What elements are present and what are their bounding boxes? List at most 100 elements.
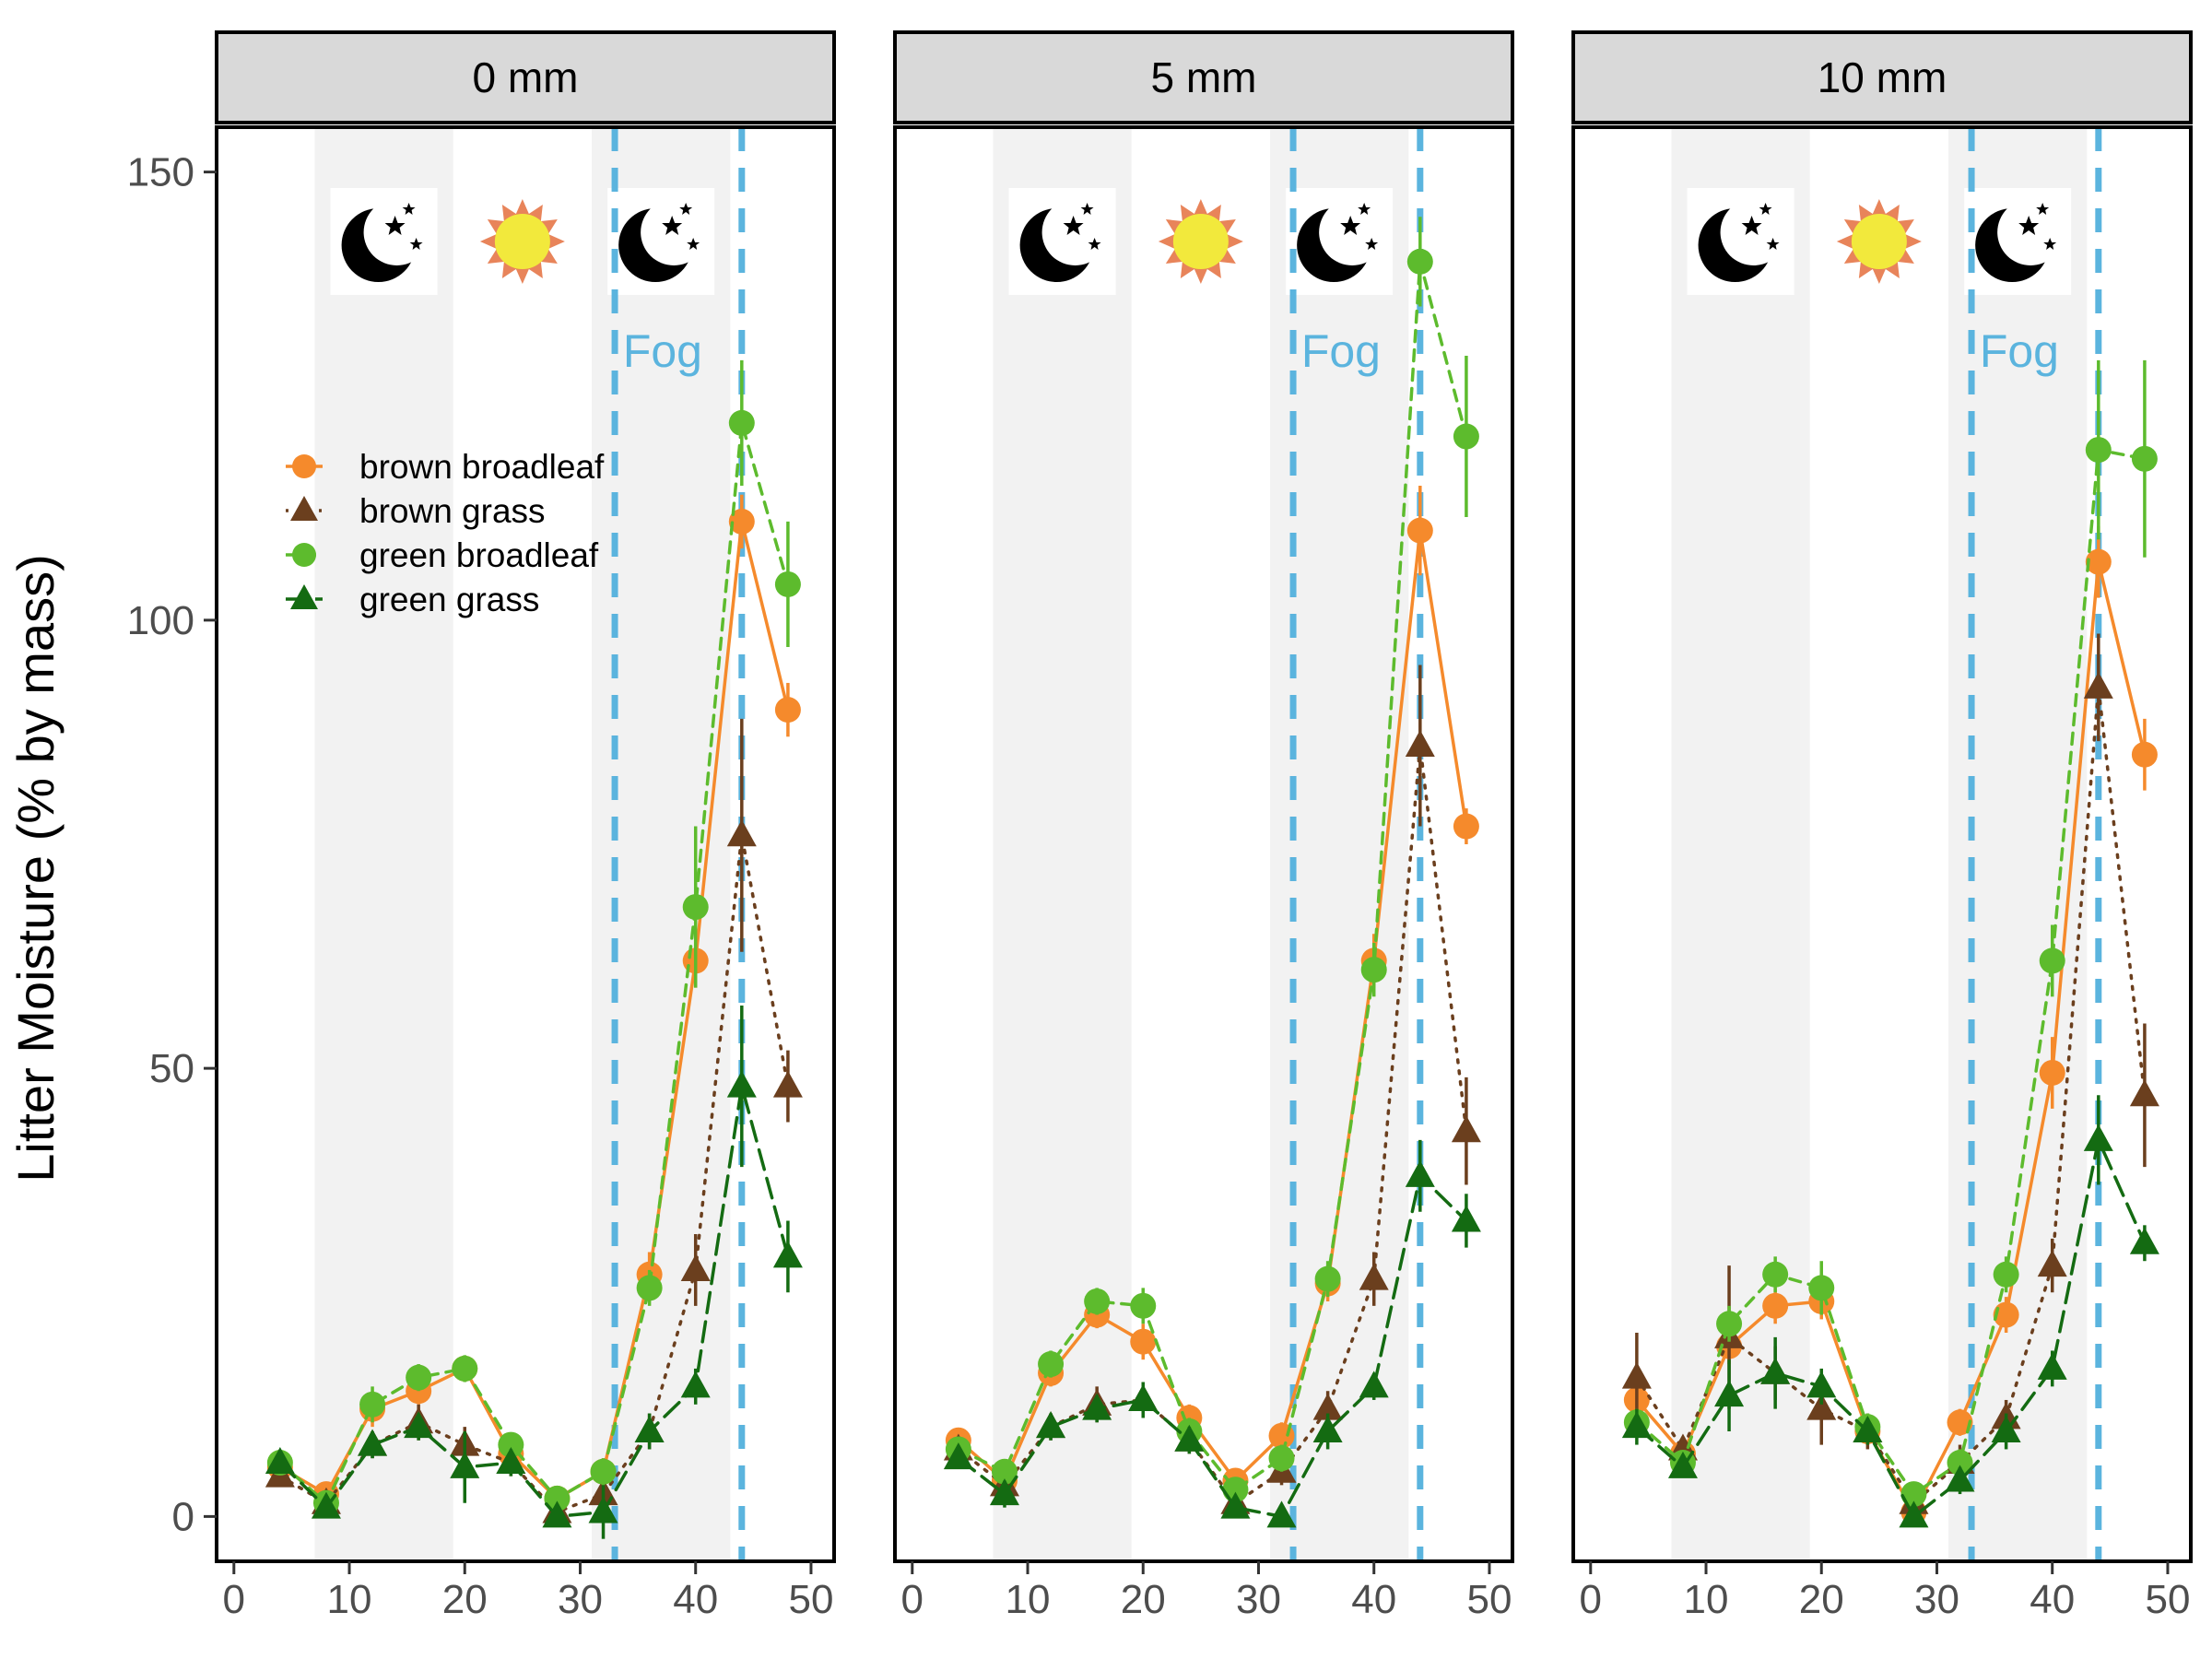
data-point xyxy=(682,894,709,921)
y-tick-label: 50 xyxy=(149,1046,194,1091)
data-point xyxy=(728,409,755,436)
data-point xyxy=(496,1447,526,1475)
night-band xyxy=(314,127,453,1561)
series-green-grass xyxy=(943,1139,1481,1528)
panel-5-mm: 5 mm Fog 0 10 20 30 40 50 xyxy=(893,30,1514,1622)
x-tick-label: 30 xyxy=(558,1577,603,1622)
series-line xyxy=(957,1172,1468,1519)
panel-strip xyxy=(893,30,1514,124)
legend-label: brown broadleaf xyxy=(359,448,605,486)
data-point xyxy=(406,1364,432,1391)
panels: 0 mm Fog 0 10 20 30 40 50 0 50 100 150 brown broadle… xyxy=(127,30,2193,1622)
data-point xyxy=(680,1253,711,1281)
legend-key-marker xyxy=(290,496,318,521)
data-point xyxy=(1806,1371,1837,1398)
data-point xyxy=(1714,1380,1745,1407)
data-point xyxy=(2037,1250,2067,1277)
legend-key-marker xyxy=(290,584,318,609)
data-point xyxy=(1312,1393,1343,1420)
data-point xyxy=(1360,957,1387,983)
moon-icon xyxy=(1964,188,2072,295)
series-line xyxy=(1635,1135,2147,1520)
series-line xyxy=(957,261,1468,1492)
data-point xyxy=(1808,1275,1835,1301)
y-axis-label: Litter Moisture (% by mass) xyxy=(6,554,65,1182)
data-point xyxy=(1760,1357,1791,1384)
data-point xyxy=(404,1411,434,1439)
data-point xyxy=(358,1429,388,1456)
legend-key-marker xyxy=(292,454,316,478)
data-point xyxy=(989,1478,1019,1506)
data-point xyxy=(2039,1059,2065,1086)
x-tick-label: 50 xyxy=(1466,1577,1512,1622)
series-line xyxy=(278,521,790,1501)
data-point xyxy=(1451,1115,1481,1143)
data-point xyxy=(774,697,801,724)
data-point xyxy=(728,508,755,535)
panel-strip xyxy=(1571,30,2193,124)
data-point xyxy=(265,1447,295,1475)
data-point xyxy=(2085,548,2112,575)
data-point xyxy=(1453,813,1479,840)
moon-icon xyxy=(330,188,438,295)
panel-border xyxy=(893,125,1514,1563)
data-point xyxy=(680,1371,711,1398)
sun-icon xyxy=(1158,199,1243,284)
fog-label: Fog xyxy=(623,325,702,377)
data-point xyxy=(1993,1261,2019,1288)
data-point xyxy=(1621,1411,1652,1439)
x-tick-label: 0 xyxy=(901,1577,924,1622)
moon-icon xyxy=(1286,188,1394,295)
x-tick-label: 20 xyxy=(1799,1577,1844,1622)
series-green-grass xyxy=(1621,1095,2159,1528)
data-point xyxy=(1993,1301,2019,1328)
x-tick-label: 40 xyxy=(673,1577,718,1622)
data-point xyxy=(772,1070,803,1098)
data-point xyxy=(1082,1393,1112,1420)
x-tick-label: 10 xyxy=(1684,1577,1729,1622)
data-point xyxy=(1359,1371,1389,1398)
panel-strip-label: 0 mm xyxy=(473,53,579,101)
data-point xyxy=(726,819,757,847)
y-tick-label: 150 xyxy=(127,150,194,195)
sun-icon xyxy=(1836,199,1922,284)
data-point xyxy=(1451,1205,1481,1232)
data-point xyxy=(1899,1500,1929,1528)
moon-icon xyxy=(1687,188,1794,295)
data-point xyxy=(452,1355,478,1382)
data-point xyxy=(1266,1500,1297,1528)
x-tick-label: 0 xyxy=(1580,1577,1602,1622)
data-point xyxy=(1406,517,1433,544)
data-point xyxy=(1314,1265,1341,1292)
data-point xyxy=(2085,437,2112,464)
x-tick-label: 40 xyxy=(1351,1577,1396,1622)
moon-icon xyxy=(607,188,715,295)
fog-label: Fog xyxy=(1980,325,2059,377)
data-point xyxy=(1038,1351,1065,1378)
data-point xyxy=(1991,1415,2021,1442)
data-point xyxy=(2037,1352,2067,1380)
legend-key-marker xyxy=(292,543,316,567)
legend: brown broadleaf brown grass green broadlea… xyxy=(286,448,605,618)
data-point xyxy=(774,571,801,597)
series-green-broadleaf xyxy=(1623,359,2158,1508)
series-line xyxy=(278,422,790,1506)
x-tick-label: 50 xyxy=(2145,1577,2190,1622)
x-tick-label: 20 xyxy=(1121,1577,1166,1622)
x-tick-label: 50 xyxy=(788,1577,833,1622)
data-point xyxy=(359,1391,386,1418)
panel-border xyxy=(1571,125,2193,1563)
y-tick-label: 100 xyxy=(127,598,194,643)
panel-strip-label: 10 mm xyxy=(1818,53,1947,101)
data-point xyxy=(1762,1261,1789,1288)
data-point xyxy=(726,1070,757,1098)
panel-strip-label: 5 mm xyxy=(1151,53,1257,101)
legend-label: green grass xyxy=(359,581,539,618)
data-point xyxy=(2083,1124,2113,1151)
data-point xyxy=(2131,445,2158,472)
night-band xyxy=(993,127,1132,1561)
data-point xyxy=(1947,1450,1973,1477)
x-tick-label: 10 xyxy=(327,1577,372,1622)
data-point xyxy=(1130,1328,1157,1355)
